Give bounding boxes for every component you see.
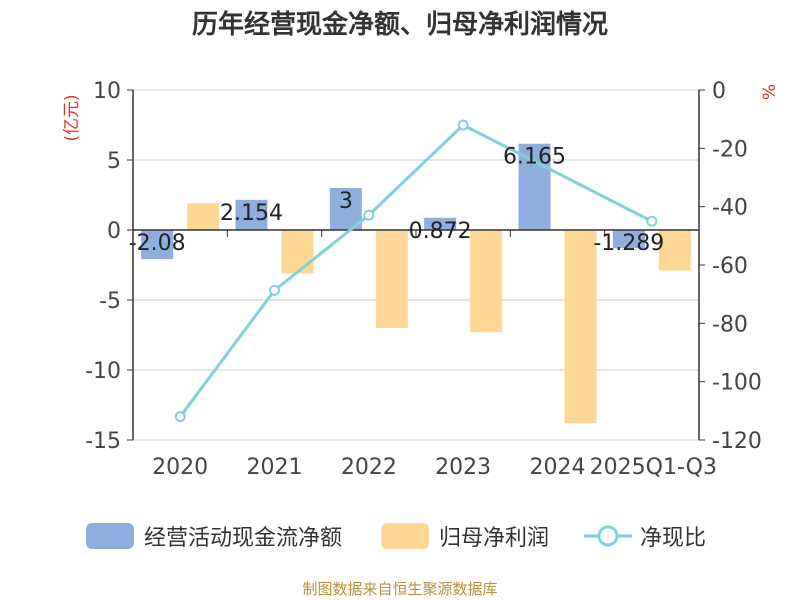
bar-net-profit xyxy=(187,203,220,230)
legend-item-cash-ratio[interactable]: 净现比 xyxy=(584,518,706,554)
cash-ratio-point xyxy=(269,284,280,296)
bar-layer xyxy=(141,143,691,424)
y-right-tick-label: -20 xyxy=(712,137,748,162)
legend-swatch-cashflow xyxy=(86,523,134,549)
y-right-axis-label: % xyxy=(760,84,780,100)
y-left-axis-label: (亿元) xyxy=(62,94,82,141)
cash-ratio-point xyxy=(457,119,469,131)
y-left-tick-label: -5 xyxy=(99,289,121,314)
bar-cashflow xyxy=(612,230,645,249)
bar-net-profit xyxy=(375,230,408,328)
cash-ratio-point xyxy=(363,209,375,221)
legend-item-cashflow[interactable]: 经营活动现金流净额 xyxy=(86,518,342,554)
legend-label-net-profit: 归母净利润 xyxy=(439,526,550,551)
bar-cashflow xyxy=(329,188,362,230)
y-left-tick-label: -10 xyxy=(85,359,121,384)
legend-swatch-net-profit xyxy=(381,523,429,549)
cashflow-data-label: 2.154 xyxy=(220,201,283,226)
bar-net-profit xyxy=(281,230,314,274)
cashflow-data-label: -2.08 xyxy=(129,231,186,256)
cash-ratio-point xyxy=(174,411,186,423)
y-right-tick-label: -60 xyxy=(712,254,748,279)
x-tick-label: 2022 xyxy=(341,455,397,480)
legend-line-marker-icon xyxy=(584,525,632,547)
cashflow-data-label: 3 xyxy=(339,189,353,214)
y-right-tick-label: 0 xyxy=(712,79,726,104)
cashflow-data-label: -1.289 xyxy=(593,231,664,256)
bar-net-profit xyxy=(658,230,691,271)
cash-ratio-point xyxy=(646,215,658,227)
line-layer xyxy=(174,119,658,423)
grid xyxy=(133,89,699,441)
y-right-tick-label: -100 xyxy=(712,371,762,396)
x-tick-label: 2024 xyxy=(530,455,586,480)
x-tick-label: 2021 xyxy=(247,455,303,480)
y-left-tick-label: 5 xyxy=(107,149,121,174)
y-right-tick-label: -40 xyxy=(712,196,748,221)
y-left-tick-label: -15 xyxy=(85,429,121,454)
bar-net-profit xyxy=(564,230,597,424)
source-note: 制图数据来自恒生聚源数据库 xyxy=(302,580,498,598)
bar-cashflow xyxy=(424,217,457,230)
y-right-tick-label: -120 xyxy=(712,429,762,454)
bar-cashflow xyxy=(235,199,268,230)
bar-cashflow xyxy=(518,143,551,230)
y-right-tick-label: -80 xyxy=(712,312,748,337)
x-tick-label: 2025Q1-Q3 xyxy=(590,455,717,480)
data-labels: -2.08 2.154 3 0.872 6.165 -1.289 xyxy=(129,145,665,256)
cashflow-data-label: 6.165 xyxy=(503,145,566,170)
y-left-tick-label: 0 xyxy=(107,219,121,244)
legend-label-cashflow: 经营活动现金流净额 xyxy=(144,526,343,551)
axes: 10 5 0 -5 -10 -15 0 -20 -40 -60 -80 -100 -120 2020 202… xyxy=(85,79,762,480)
bar-cashflow xyxy=(141,230,174,260)
bar-net-profit xyxy=(470,230,503,333)
x-tick-label: 2023 xyxy=(435,455,491,480)
legend-label-cash-ratio: 净现比 xyxy=(640,526,707,551)
x-tick-label: 2020 xyxy=(152,455,208,480)
y-left-tick-label: 10 xyxy=(93,79,121,104)
chart-title: 历年经营现金净额、归母净利润情况 xyxy=(191,10,608,40)
legend: 经营活动现金流净额 归母净利润 净现比 xyxy=(0,518,800,554)
legend-item-net-profit[interactable]: 归母净利润 xyxy=(381,518,549,554)
cashflow-data-label: 0.872 xyxy=(409,219,472,244)
